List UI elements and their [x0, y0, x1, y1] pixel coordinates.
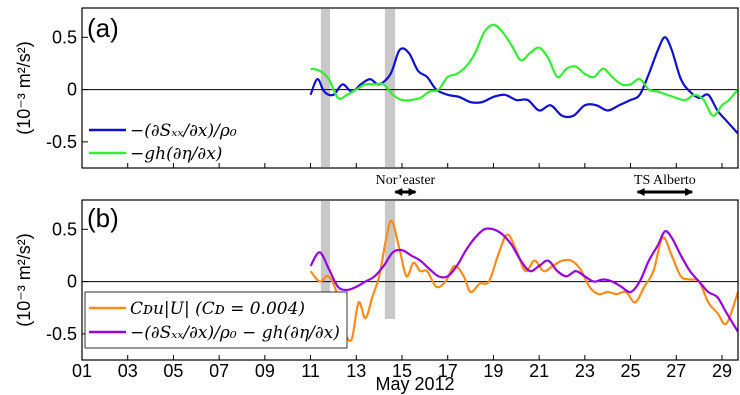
- shaded-interval-b-1: [384, 201, 396, 319]
- series-line-gh-deta: [310, 23, 738, 117]
- x-tick-label-2: 05: [163, 361, 183, 381]
- events-row: Nor’easter TS Alberto: [376, 173, 696, 196]
- x-tick-label-14: 29: [712, 361, 732, 381]
- x-tick-label-6: 13: [346, 361, 366, 381]
- series-line-dSxx: [309, 36, 738, 135]
- y-axis-label-a: (10⁻³ m²/s²): [14, 41, 34, 135]
- x-axis-label: May 2012: [375, 374, 454, 394]
- plot-frame-b: [81, 199, 739, 361]
- legend-b-label-1: Cᴅu|U| (Cᴅ = 0.004): [130, 299, 305, 319]
- legend-a-label-1: −(∂Sₓₓ/∂x)/ρ₀: [130, 121, 237, 141]
- y-ticks-a: -0.5 0 0.5: [46, 27, 88, 152]
- x-tick-label-12: 25: [621, 361, 641, 381]
- y-tick-label-a-1: 0: [67, 80, 77, 100]
- panel-b: -0.5 0 0.5 (b) Cᴅu|U| (Cᴅ = 0.004) −(∂Sₓₓ/…: [14, 199, 739, 361]
- shaded-intervals-a: [320, 9, 396, 167]
- x-tick-label-0: 01: [72, 361, 92, 381]
- panel-label-b: (b): [87, 203, 119, 233]
- event-label-noreaster: Nor’easter: [376, 173, 436, 188]
- legend-b-label-2: −(∂Sₓₓ/∂x)/ρ₀ − gh(∂η/∂x): [130, 323, 340, 343]
- y-tick-label-a-0: -0.5: [46, 132, 77, 152]
- x-tick-label-10: 21: [529, 361, 549, 381]
- x-tick-label-3: 07: [209, 361, 229, 381]
- y-axis-label-b: (10⁻³ m²/s²): [14, 233, 34, 327]
- y-tick-label-b-2: 0.5: [52, 219, 77, 239]
- shaded-interval-a-0: [320, 9, 330, 167]
- event-label-ts-alberto: TS Alberto: [634, 173, 696, 188]
- series-line-drag: [309, 219, 738, 343]
- panel-a: -0.5 0 0.5 (a) −(∂Sₓₓ/∂x)/ρ₀ −gh(∂η/∂x) (1…: [14, 7, 739, 169]
- x-axis-ticks: 01 03 05 07 09 11 13 15 17 19 21 23 25 27 29: [72, 163, 732, 381]
- x-tick-label-5: 11: [301, 361, 320, 381]
- legend-b: Cᴅu|U| (Cᴅ = 0.004) −(∂Sₓₓ/∂x)/ρ₀ − gh(∂…: [84, 291, 348, 349]
- legend-a: −(∂Sₓₓ/∂x)/ρ₀ −gh(∂η/∂x): [89, 121, 237, 164]
- x-tick-label-13: 27: [666, 361, 686, 381]
- x-tick-label-8: 17: [438, 361, 458, 381]
- x-tick-label-9: 19: [483, 361, 503, 381]
- y-tick-label-b-1: 0: [67, 272, 77, 292]
- shaded-interval-a-1: [384, 9, 396, 167]
- y-ticks-b: -0.5 0 0.5: [46, 219, 88, 344]
- legend-b-box: [84, 291, 348, 349]
- x-tick-label-4: 09: [255, 361, 275, 381]
- x-tick-label-7: 15: [392, 361, 412, 381]
- x-tick-label-1: 03: [118, 361, 138, 381]
- panel-label-a: (a): [87, 13, 119, 43]
- x-tick-label-11: 23: [575, 361, 595, 381]
- legend-a-label-2: −gh(∂η/∂x): [130, 144, 222, 164]
- y-tick-label-a-2: 0.5: [52, 27, 77, 47]
- series-line-sum: [309, 227, 738, 333]
- y-tick-label-b-0: -0.5: [46, 324, 77, 344]
- plot-frame-a: [81, 7, 739, 169]
